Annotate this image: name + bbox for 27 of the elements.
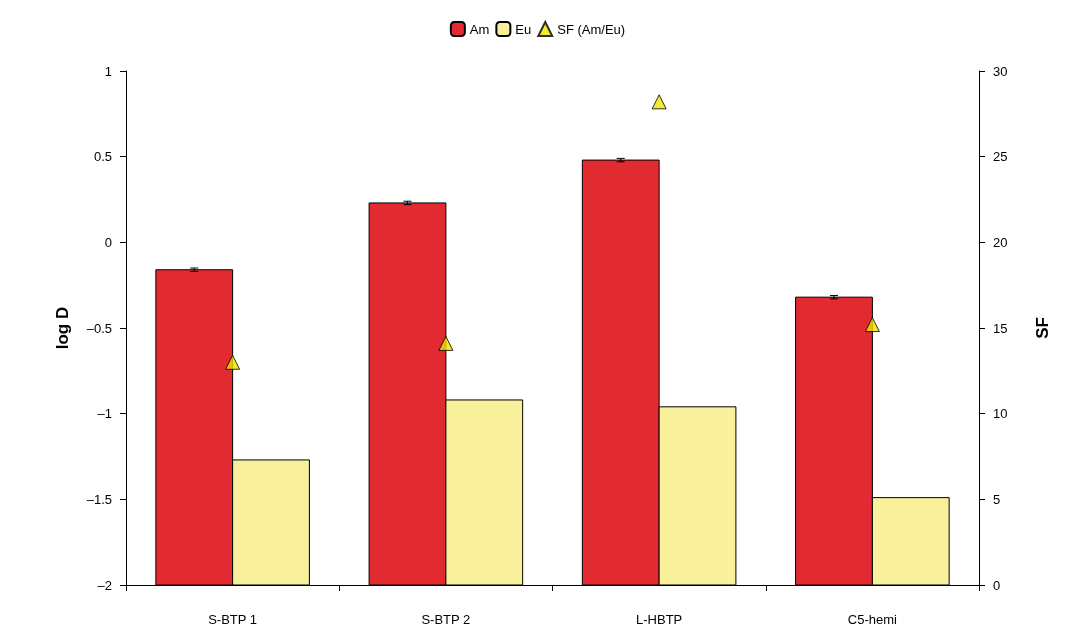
x-tick-label: S-BTP 2 <box>421 612 471 627</box>
y2-tick-label: 0 <box>993 577 1001 593</box>
point <box>651 94 667 110</box>
y2-tick-label: 15 <box>993 320 1008 336</box>
y-axis-title: log D <box>53 306 72 350</box>
y2-tick-label: 30 <box>993 63 1008 79</box>
point <box>438 335 454 351</box>
y-tick-label: 0 <box>104 234 112 250</box>
y-tick-label: –1 <box>97 406 112 422</box>
y-tick-label: 0.5 <box>93 149 112 165</box>
y2-tick-label: 10 <box>993 406 1008 422</box>
legend-label: SF (Am/Eu) <box>557 21 626 37</box>
y-tick-label: –2 <box>97 577 112 593</box>
y-tick-label: 1 <box>104 63 112 79</box>
x-tick-label: L-HBTP <box>636 612 683 627</box>
point <box>225 354 241 370</box>
legend-label: Eu <box>515 21 532 37</box>
x-tick-label: S-BTP 1 <box>208 612 258 627</box>
y2-axis-title: SF <box>1033 317 1052 339</box>
x-tick-label: C5-hemi <box>847 612 898 627</box>
y2-tick-label: 20 <box>993 234 1008 250</box>
y-tick-label: –0.5 <box>86 320 112 336</box>
y2-tick-label: 5 <box>993 491 1001 507</box>
y2-tick-label: 25 <box>993 149 1008 165</box>
point <box>864 317 880 333</box>
legend-label: Am <box>469 21 490 37</box>
y-tick-label: –1.5 <box>86 491 112 507</box>
